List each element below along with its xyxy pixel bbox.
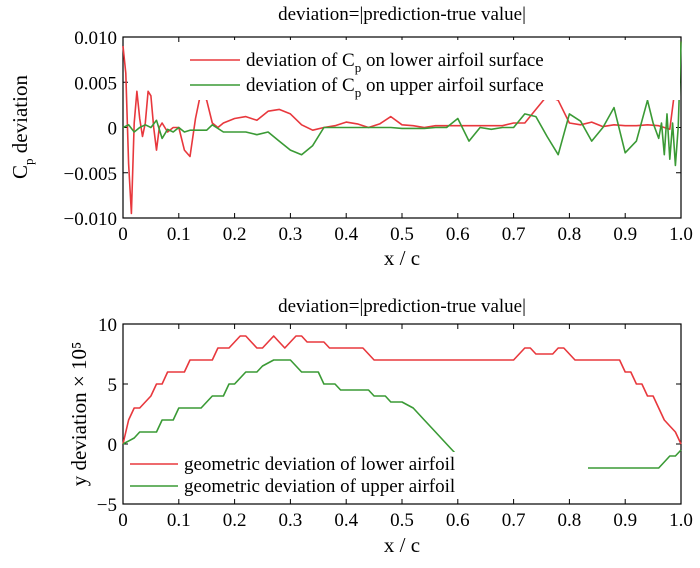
- chart1-x-tick-label: 0.7: [502, 224, 526, 245]
- chart2-y-tick-label: −5: [97, 495, 117, 516]
- chart1-legend-text-lower: deviation of Cp on lower airfoil surface: [246, 50, 544, 75]
- chart1-y-tick-label: −0.010: [64, 209, 117, 230]
- chart1-x-tick-label: 0.5: [390, 224, 414, 245]
- chart2-y-axis-label: y deviation × 10⁵: [67, 342, 91, 487]
- chart1-x-axis-label: x / c: [384, 246, 420, 270]
- chart1-legend-upper-suffix: on upper airfoil surface: [361, 75, 544, 96]
- chart2-x-tick-label: 0.2: [223, 510, 247, 531]
- chart1-y-tick-label: 0.005: [74, 73, 117, 94]
- chart1-legend-box: [185, 40, 680, 100]
- chart1-legend-lower-prefix: deviation of C: [246, 50, 355, 71]
- chart2-x-tick-label: 0.7: [502, 510, 526, 531]
- chart2-x-axis-label: x / c: [384, 533, 420, 557]
- chart1-y-tick-label: 0: [108, 119, 118, 140]
- chart1-x-tick-label: 0: [118, 224, 128, 245]
- chart1-y-tick-label: −0.005: [64, 164, 117, 185]
- chart2-x-tick-label: 0.9: [613, 510, 637, 531]
- chart2-x-tick-label: 0.5: [390, 510, 414, 531]
- chart1-title: deviation=|prediction-true value|: [278, 4, 526, 25]
- chart2-series-line-lower: [122, 335, 682, 445]
- chart1-x-tick-label: 0.3: [279, 224, 303, 245]
- chart2-legend-text-lower: geometric deviation of lower airfoil: [184, 454, 455, 475]
- chart1-x-tick-label: 1.0: [669, 224, 693, 245]
- chart1-legend-lower-sub: p: [355, 60, 362, 75]
- chart1-ylabel-rest: deviation: [8, 75, 32, 159]
- y-deviation-chart: deviation=|prediction-true value| 0 0.1 0.…: [67, 296, 693, 557]
- chart2-x-tick-label: 0.1: [167, 510, 191, 531]
- chart1-x-tick-label: 0.1: [167, 224, 191, 245]
- chart2-y-tick-label: 0: [108, 435, 118, 456]
- chart1-series-line-upper: [122, 41, 682, 167]
- chart2-legend-text-upper: geometric deviation of upper airfoil: [184, 476, 455, 497]
- chart1-legend-text-upper: deviation of Cp on upper airfoil surface: [246, 75, 544, 100]
- chart2-x-tick-label: 0.4: [334, 510, 358, 531]
- chart1-x-tick-label: 0.2: [223, 224, 247, 245]
- chart2-legend: geometric deviation of lower airfoil geo…: [128, 452, 588, 499]
- chart2-x-tick-label: 0.3: [279, 510, 303, 531]
- chart1-x-ticks: 0 0.1 0.2 0.3 0.4 0.5 0.6 0.7 0.8 0.9 1.0: [118, 37, 693, 245]
- chart1-legend-upper-sub: p: [355, 85, 362, 100]
- chart1-legend: deviation of Cp on lower airfoil surface…: [185, 40, 680, 100]
- chart1-y-axis-label: Cp deviation: [8, 75, 36, 179]
- chart1-x-tick-label: 0.9: [613, 224, 637, 245]
- chart1-legend-lower-suffix: on lower airfoil surface: [361, 50, 544, 71]
- chart1-legend-upper-prefix: deviation of C: [246, 75, 355, 96]
- chart1-ylabel-main: C: [8, 165, 32, 179]
- cp-deviation-chart: deviation=|prediction-true value| 0 0.1 0.…: [8, 4, 693, 270]
- chart2-y-ticks: 10 5 0 −5: [97, 315, 681, 516]
- chart1-x-tick-label: 0.6: [446, 224, 470, 245]
- chart2-title: deviation=|prediction-true value|: [278, 296, 526, 317]
- chart1-x-tick-label: 0.8: [558, 224, 582, 245]
- chart2-x-tick-label: 0.8: [558, 510, 582, 531]
- chart2-x-ticks: 0 0.1 0.2 0.3 0.4 0.5 0.6 0.7 0.8 0.9 1.0: [118, 324, 693, 531]
- chart2-legend-box: [128, 452, 588, 499]
- chart1-y-ticks: 0.010 0.005 0 −0.005 −0.010: [64, 28, 681, 230]
- chart2-y-tick-label: 10: [98, 315, 117, 336]
- chart2-x-tick-label: 1.0: [669, 510, 693, 531]
- chart1-ylabel-sub: p: [21, 158, 36, 165]
- chart1-series: [122, 41, 682, 215]
- chart1-y-tick-label: 0.010: [74, 28, 117, 49]
- chart1-x-tick-label: 0.4: [334, 224, 358, 245]
- chart2-x-tick-label: 0.6: [446, 510, 470, 531]
- chart1-series-line-lower: [122, 41, 682, 215]
- chart2-x-tick-label: 0: [118, 510, 128, 531]
- chart2-y-tick-label: 5: [108, 375, 118, 396]
